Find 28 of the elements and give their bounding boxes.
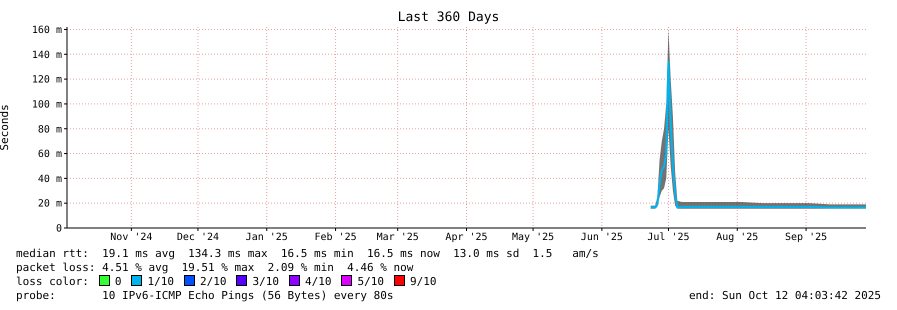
x-tick-label: Jun '25 — [580, 232, 623, 244]
y-tick-label: 0 — [56, 224, 62, 235]
y-tick-label: 80 m — [38, 124, 62, 136]
x-tick-label: Sep '25 — [784, 232, 828, 244]
y-tick-label: 140 m — [32, 50, 62, 61]
text: end: Sun Oct 12 04:03:42 2025 — [688, 289, 881, 302]
y-tick-label: 120 m — [32, 74, 62, 86]
y-tick-label: 60 m — [38, 149, 62, 160]
y-tick-label: 20 m — [38, 198, 62, 210]
x-tick-label: Aug '25 — [716, 232, 758, 244]
x-tick-label: May '25 — [512, 232, 554, 244]
y-axis-title: Seconds — [0, 104, 11, 151]
chart-title: Last 360 Days — [396, 10, 500, 25]
x-tick-label: Feb '25 — [314, 232, 357, 244]
text: median rtt: 19.1 ms avg 134.3 ms max 16.5 ms min 16.5 ms now 13.0 ms sd 1.5 am/s — [16, 247, 599, 260]
y-tick-label: 160 m — [32, 25, 62, 36]
x-tick-label: Jul '25 — [647, 232, 690, 244]
x-tick-label: Jan '25 — [246, 232, 288, 244]
x-tick-label: Dec '24 — [176, 232, 220, 244]
y-tick-label: 40 m — [38, 174, 62, 185]
text: loss color: 0 1/10 2/10 3/10 4/10 5/10 9/10 — [16, 275, 436, 288]
text: probe: 10 IPv6-ICMP Echo Pings (56 Bytes) every 80s — [16, 289, 394, 302]
x-tick-label: Nov '24 — [110, 232, 152, 244]
y-tick-label: 100 m — [32, 99, 62, 110]
line-series — [650, 60, 866, 209]
text: packet loss: 4.51 % avg 19.51 % max 2.09 % min 4.46 % now — [16, 261, 414, 274]
x-tick-label: Apr '25 — [445, 232, 488, 244]
x-tick-label: Mar '25 — [376, 232, 419, 244]
